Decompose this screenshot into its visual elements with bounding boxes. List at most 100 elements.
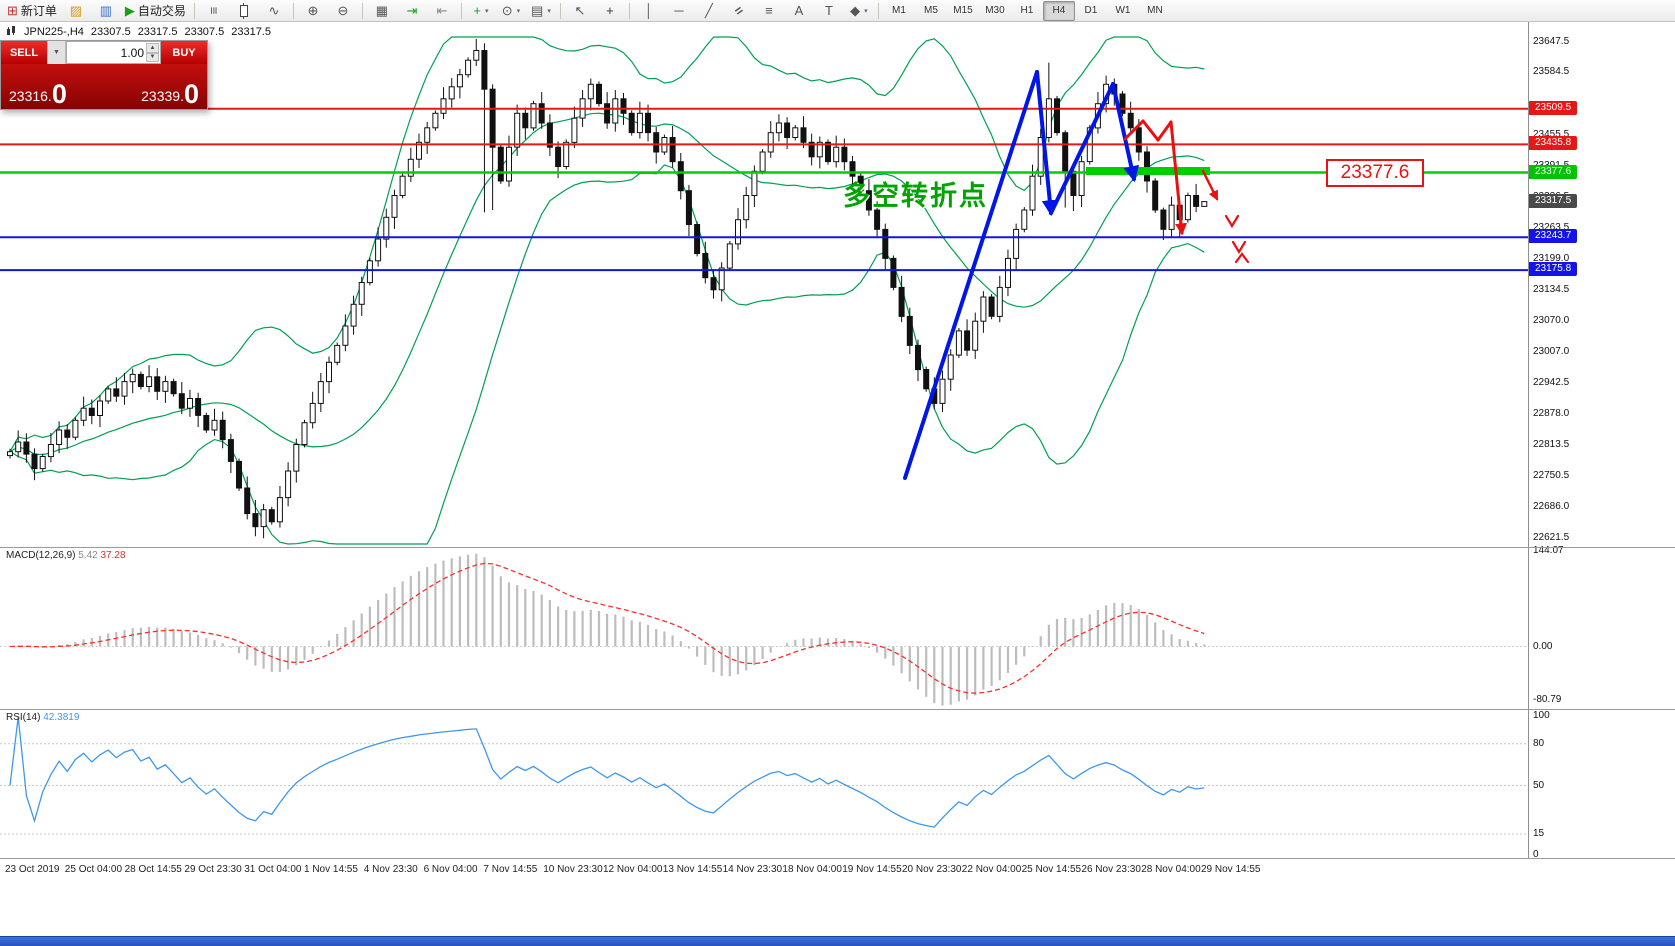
price-tick: 23007.0 (1533, 345, 1570, 357)
price-tick: 23070.0 (1533, 315, 1570, 327)
channel-button[interactable]: = (724, 0, 754, 22)
timeframe-d1-label: D1 (1084, 5, 1098, 16)
candlestick-chart-button[interactable] (229, 0, 259, 22)
sell-button[interactable]: SELL (1, 41, 47, 64)
time-label: 26 Nov 23:30 (1081, 864, 1141, 875)
chart-ohlc-readout: JPN225-,H4 23307.5 23317.5 23307.5 23317… (6, 25, 271, 39)
new-order-button-label: 新订单 (20, 4, 57, 18)
time-label: 14 Nov 23:30 (722, 864, 783, 875)
timeframe-w1[interactable]: W1 (1107, 1, 1139, 21)
templates-button[interactable]: ▤ ▾ (526, 0, 556, 22)
toolbar: ⊞ 新订单 ▨ ▥ ▶ 自动交易 ≡ ∿ ⊕ ⊖ ▦ ⇥ ⇤ + ▾ ⊙ ▾ ▤ ▾ ↖ + │ ─ ╱ = ≡ A T ◆ ▾ M1 M5 M… (0, 0, 1675, 22)
profiles-button[interactable]: ▨ (61, 0, 91, 22)
new-order-button[interactable]: ⊞ 新订单 (3, 0, 61, 22)
crosshair-button[interactable]: + (595, 0, 625, 22)
time-label: 7 Nov 14:55 (483, 864, 538, 875)
time-label: 6 Nov 04:00 (423, 864, 478, 875)
toolbar-separator (460, 2, 462, 19)
order-type-dropdown[interactable]: ▼ (47, 41, 66, 64)
volume-up-button[interactable]: ▲ (146, 43, 159, 53)
pivot-annotation-text[interactable]: 多空转折点 (843, 181, 988, 211)
price-tick: 22750.5 (1533, 469, 1570, 481)
toolbar-separator (193, 2, 195, 19)
time-label: 22 Nov 04:00 (961, 864, 1022, 875)
price-tick: -80.79 (1533, 694, 1562, 706)
support-zone-rect[interactable] (1086, 167, 1210, 175)
timeframe-mn[interactable]: MN (1139, 1, 1171, 21)
fibonacci-button[interactable]: ≡ (754, 0, 784, 22)
macd-indicator-label: MACD(12,26,9) 5.42 37.28 (6, 550, 126, 561)
zoom-in-button[interactable]: ⊕ (298, 0, 328, 22)
auto-scroll-button[interactable]: ⇥ (397, 0, 427, 22)
pane-divider-rsi[interactable] (0, 709, 1675, 710)
volume-steppers: ▲ ▼ (146, 43, 159, 62)
crosshair-icon: + (606, 3, 614, 18)
trendline-button[interactable]: ╱ (694, 0, 724, 22)
autotrading-button[interactable]: ▶ 自动交易 (121, 0, 190, 22)
trendline-icon: ╱ (705, 3, 713, 18)
price-callout-box[interactable]: 23377.6 (1326, 159, 1424, 187)
chart-canvas[interactable] (0, 22, 1528, 858)
profiles-icon: ▨ (69, 3, 83, 18)
time-label: 18 Nov 04:00 (782, 864, 842, 875)
line-chart-button[interactable]: ∿ (259, 0, 289, 22)
buy-button[interactable]: BUY (161, 41, 207, 64)
ask-price: 23339. 0 (141, 81, 199, 108)
price-tick: 15 (1533, 828, 1545, 840)
volume-down-button[interactable]: ▼ (146, 52, 159, 62)
text-button[interactable]: A (784, 0, 814, 22)
rsi-value: 42.3819 (43, 712, 80, 723)
text-label-button[interactable]: T (814, 0, 844, 22)
timeframe-m1-label: M1 (891, 5, 906, 16)
horizontal-line-button[interactable]: ─ (664, 0, 694, 22)
zoom-out-button[interactable]: ⊖ (328, 0, 358, 22)
timeframe-m1[interactable]: M1 (883, 1, 915, 21)
symbol-period: JPN225-,H4 (24, 26, 84, 38)
price-badge: 23377.6 (1529, 164, 1578, 179)
macd-signal-value: 37.28 (100, 550, 126, 561)
price-axis[interactable]: 23647.523584.523455.523391.523326.523263… (1528, 22, 1675, 860)
price-badge: 23243.7 (1529, 229, 1578, 244)
timeframe-m15[interactable]: M15 (947, 1, 979, 21)
indicators-button[interactable]: + ▾ (466, 0, 496, 22)
periods-button[interactable]: ⊙ ▾ (496, 0, 526, 22)
tile-windows-button[interactable]: ▦ (367, 0, 397, 22)
timeframe-mn-label: MN (1147, 5, 1163, 16)
time-label: 29 Oct 23:30 (184, 864, 242, 875)
fibonacci-icon: ≡ (765, 3, 773, 18)
chart-shift-button[interactable]: ⇤ (427, 0, 457, 22)
price-tick: 22942.5 (1533, 376, 1570, 388)
volume-input[interactable]: 1.00 ▲ ▼ (66, 41, 161, 64)
bid-int: 23316. (9, 88, 52, 104)
cursor-button[interactable]: ↖ (565, 0, 595, 22)
auto-scroll-icon: ⇥ (406, 3, 418, 18)
timeframe-h1[interactable]: H1 (1011, 1, 1043, 21)
price-tick: 22621.5 (1533, 531, 1570, 543)
chevron-down-icon: ▾ (484, 7, 489, 15)
vertical-line-button[interactable]: │ (634, 0, 664, 22)
price-tick: 0 (1533, 849, 1539, 860)
timeframe-m30[interactable]: M30 (979, 1, 1011, 21)
horizontal-line-icon: ─ (674, 3, 684, 18)
autotrading-icon: ▶ (124, 3, 135, 18)
drawn-annotations[interactable] (903, 70, 1250, 480)
vertical-line-icon: │ (644, 3, 653, 18)
zoom-out-icon: ⊖ (337, 3, 349, 18)
timeframe-m5[interactable]: M5 (915, 1, 947, 21)
shapes-button[interactable]: ◆ ▾ (844, 0, 874, 22)
bar-chart-button[interactable]: ≡ (199, 0, 229, 22)
one-click-trading-widget: SELL ▼ 1.00 ▲ ▼ BUY 23316. 0 23339. 0 (0, 40, 208, 110)
pane-divider-macd[interactable] (0, 547, 1675, 548)
time-axis[interactable]: 23 Oct 2019 25 Oct 04:00 28 Oct 14:55 29 Oc… (0, 858, 1528, 882)
chevron-down-icon: ▼ (53, 49, 60, 56)
timeframe-h4[interactable]: H4 (1042, 0, 1075, 21)
chevron-down-icon: ▾ (547, 7, 551, 15)
price-tick: 23199.0 (1533, 252, 1570, 264)
timeframe-d1[interactable]: D1 (1075, 1, 1107, 21)
ohlc-low: 23307.5 (184, 26, 225, 38)
price-tick: 144.07 (1533, 545, 1564, 556)
market-watch-button[interactable]: ▥ (91, 0, 121, 22)
macd-main-value: 5.42 (78, 550, 98, 561)
time-label: 28 Nov 04:00 (1141, 864, 1201, 875)
